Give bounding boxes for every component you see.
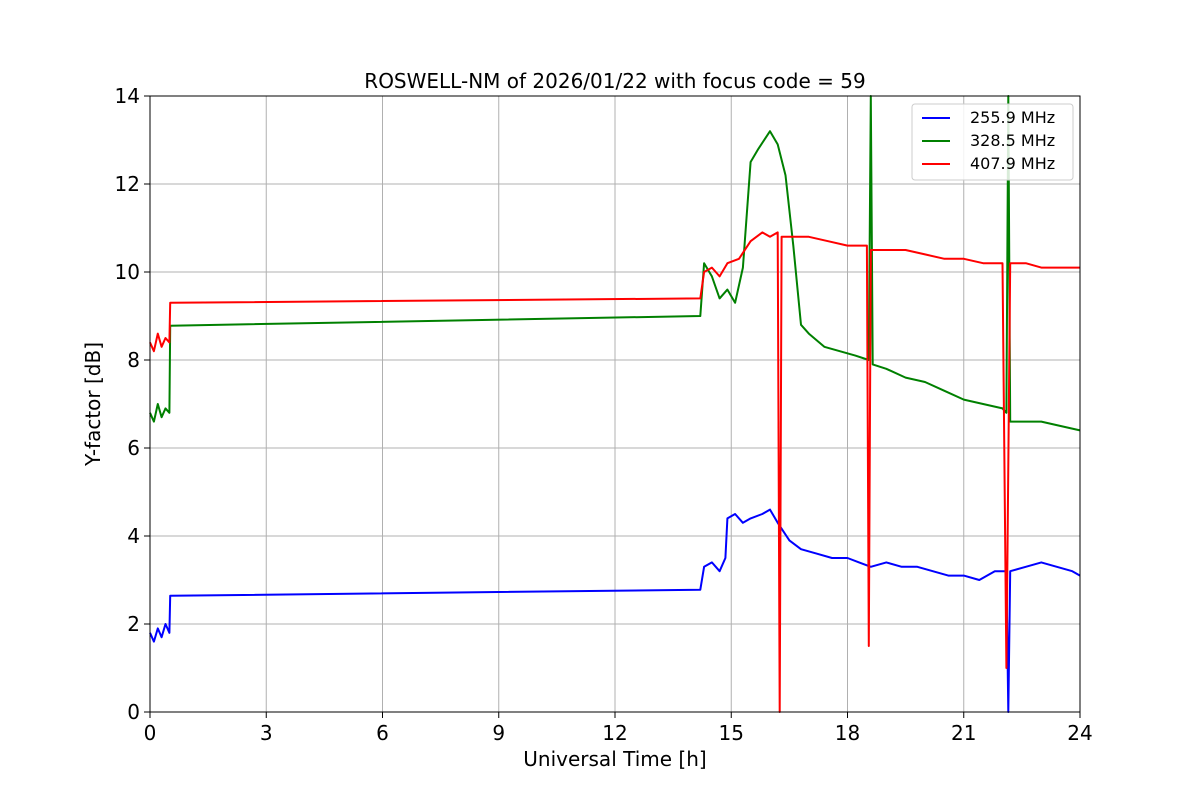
y-tick-label: 8 [127, 348, 140, 372]
y-tick-label: 6 [127, 436, 140, 460]
chart-title: ROSWELL-NM of 2026/01/22 with focus code… [364, 69, 865, 93]
legend: 255.9 MHz 328.5 MHz 407.9 MHz [911, 103, 1074, 181]
y-tick-label: 10 [115, 260, 140, 284]
y-tick-label: 14 [115, 84, 140, 108]
x-tick-label: 18 [835, 721, 860, 745]
legend-label-328-5: 328.5 MHz [970, 131, 1055, 150]
y-axis: 0 2 4 6 8 10 12 14 [115, 84, 150, 724]
legend-box [911, 103, 1074, 181]
series-line-2 [149, 231, 1080, 713]
x-tick-label: 0 [144, 721, 157, 745]
x-tick-label: 9 [492, 721, 505, 745]
y-tick-label: 2 [127, 612, 140, 636]
x-tick-label: 6 [376, 721, 389, 745]
x-tick-label: 21 [951, 721, 976, 745]
x-tick-label: 24 [1067, 721, 1092, 745]
plot-area [149, 95, 1081, 713]
y-tick-label: 0 [127, 700, 140, 724]
y-tick-label: 12 [115, 172, 140, 196]
x-tick-label: 12 [602, 721, 627, 745]
x-tick-label: 15 [719, 721, 744, 745]
x-axis-label: Universal Time [h] [523, 747, 706, 771]
y-axis-label: Y-factor [dB] [81, 342, 105, 467]
y-tick-label: 4 [127, 524, 140, 548]
legend-label-255-9: 255.9 MHz [970, 108, 1055, 127]
x-tick-label: 3 [260, 721, 273, 745]
x-axis: 0 3 6 9 12 15 18 21 24 [144, 712, 1093, 745]
legend-label-407-9: 407.9 MHz [970, 154, 1055, 173]
